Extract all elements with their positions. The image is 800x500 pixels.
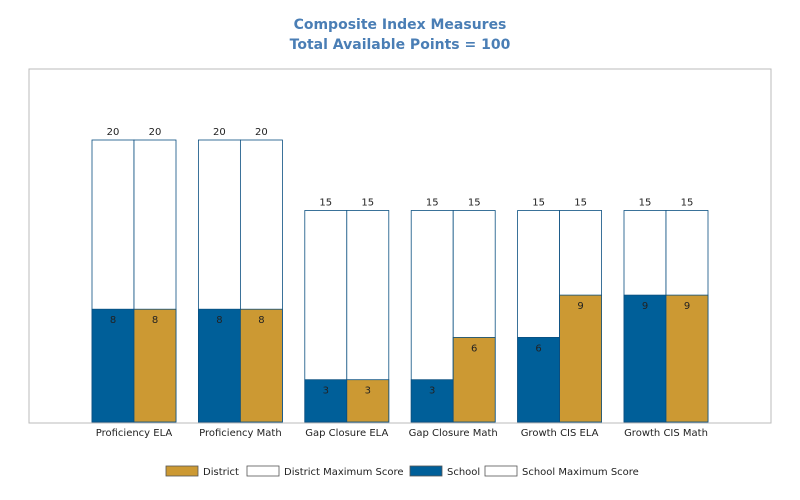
category-label-gap-closure-math: Gap Closure Math [409,428,498,439]
max-label-district-growth-cis-math: 15 [681,198,694,209]
category-label-gap-closure-ela: Gap Closure ELA [305,428,388,439]
value-label-district-gap-closure-math: 6 [471,343,477,354]
max-label-district-gap-closure-ela: 15 [361,198,374,209]
value-label-school-growth-cis-math: 9 [642,301,648,312]
value-label-school-growth-cis-ela: 6 [535,343,541,354]
value-label-district-proficiency-ela: 8 [152,315,158,326]
value-label-district-gap-closure-ela: 3 [365,386,371,397]
bar-district-proficiency-math [239,308,283,423]
bars-group: 20 8 20 8 Proficiency ELA 20 8 20 8 Proficiency M… [91,127,709,439]
value-label-school-proficiency-math: 8 [216,315,222,326]
max-label-school-proficiency-math: 20 [213,127,226,138]
chart-subtitle: Total Available Points = 100 [290,37,511,53]
value-label-district-proficiency-math: 8 [258,315,264,326]
max-label-school-gap-closure-math: 15 [426,198,439,209]
legend-swatch-school-maximum-score [484,465,518,477]
max-label-district-proficiency-math: 20 [255,127,268,138]
bar-school-proficiency-math [197,308,241,423]
category-label-proficiency-math: Proficiency Math [199,428,282,439]
category-label-growth-cis-ela: Growth CIS ELA [521,428,599,439]
legend: District District Maximum Score School Scho… [165,465,639,478]
legend-swatch-school [409,465,443,477]
max-label-school-growth-cis-math: 15 [639,198,652,209]
value-label-school-proficiency-ela: 8 [110,315,116,326]
max-label-district-proficiency-ela: 20 [149,127,162,138]
category-label-proficiency-ela: Proficiency ELA [96,428,173,439]
max-label-school-proficiency-ela: 20 [107,127,120,138]
category-label-growth-cis-math: Growth CIS Math [624,428,708,439]
bar-district-gap-closure-math [452,336,496,423]
value-label-school-gap-closure-ela: 3 [323,386,329,397]
legend-label-district-maximum-score: District Maximum Score [284,467,404,478]
bar-school-gap-closure-ela [304,379,348,423]
bar-district-growth-cis-math [665,294,709,423]
bar-school-gap-closure-math [410,379,454,423]
legend-label-school-maximum-score: School Maximum Score [522,467,639,478]
max-label-district-growth-cis-ela: 15 [574,198,587,209]
legend-swatch-district [165,465,199,477]
legend-label-district: District [203,467,239,478]
bar-school-growth-cis-ela [517,336,560,423]
legend-label-school: School [447,467,480,478]
bar-school-proficiency-ela [91,308,135,423]
bar-district-proficiency-ela [133,308,177,423]
value-label-school-gap-closure-math: 3 [429,386,435,397]
value-label-district-growth-cis-ela: 9 [577,301,583,312]
bar-district-gap-closure-ela [346,379,390,423]
legend-swatch-district-maximum-score [246,465,280,477]
chart-title: Composite Index Measures [294,17,507,33]
max-label-school-growth-cis-ela: 15 [532,198,545,209]
bar-school-growth-cis-math [623,294,667,423]
bar-district-growth-cis-ela [559,294,602,423]
max-label-district-gap-closure-math: 15 [468,198,481,209]
value-label-district-growth-cis-math: 9 [684,301,690,312]
max-label-school-gap-closure-ela: 15 [319,198,332,209]
